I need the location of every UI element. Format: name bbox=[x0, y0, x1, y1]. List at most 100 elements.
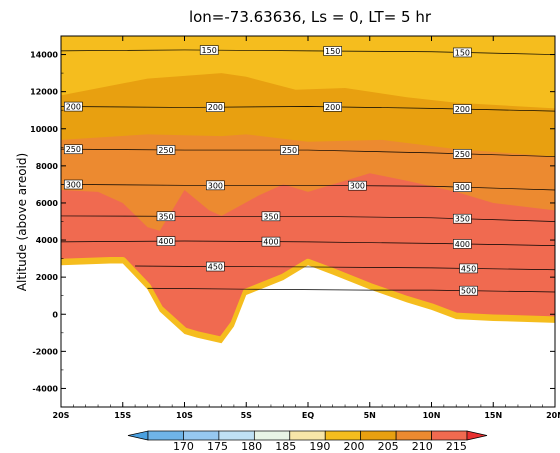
contour-line-250 bbox=[61, 148, 555, 157]
chart-title: lon=-73.63636, Ls = 0, LT= 5 hr bbox=[189, 8, 432, 26]
contour-label-box bbox=[206, 180, 225, 191]
contour-label-text: 250 bbox=[158, 146, 173, 155]
colorbar-bin bbox=[183, 430, 220, 441]
contour-label-400-0: 400 bbox=[156, 236, 176, 246]
contour-label-box bbox=[64, 179, 83, 190]
contour-label-box bbox=[453, 239, 472, 249]
contour-label-text: 350 bbox=[158, 212, 173, 221]
y-tick-label: 12000 bbox=[30, 88, 58, 97]
contour-label-box bbox=[453, 104, 472, 114]
contour-label-box bbox=[459, 285, 478, 296]
contour-label-text: 350 bbox=[455, 215, 470, 224]
contour-label-text: 500 bbox=[461, 287, 476, 296]
contour-label-300-0: 300 bbox=[64, 179, 83, 190]
contour-label-250-0: 250 bbox=[64, 144, 83, 154]
contour-label-box bbox=[206, 261, 225, 272]
contour-label-350-1: 350 bbox=[261, 211, 281, 222]
colorbar-label: 215 bbox=[446, 440, 467, 453]
contour-label-box bbox=[64, 101, 83, 112]
colorbar-bin bbox=[218, 430, 255, 441]
contour-label-text: 400 bbox=[158, 237, 173, 246]
contour-label-text: 200 bbox=[208, 103, 223, 112]
contour-label-300-2: 300 bbox=[348, 180, 367, 191]
contour-label-text: 300 bbox=[208, 181, 223, 190]
contour-label-150-0: 150 bbox=[199, 45, 219, 55]
terrain-mask bbox=[61, 256, 555, 407]
contour-label-200-0: 200 bbox=[64, 101, 83, 112]
y-tick-label: 0 bbox=[52, 310, 58, 319]
contour-label-400-2: 400 bbox=[453, 239, 472, 249]
y-tick-label: -2000 bbox=[32, 347, 58, 356]
contour-label-text: 250 bbox=[282, 146, 297, 155]
colorbar-bin bbox=[360, 430, 397, 441]
contour-label-box bbox=[459, 263, 478, 274]
contour-line-200 bbox=[61, 106, 555, 112]
colorbar-bin bbox=[253, 430, 291, 441]
x-tick-label: 5S bbox=[241, 411, 253, 420]
colorbar-bin bbox=[147, 430, 184, 441]
contour-label-box bbox=[156, 236, 176, 246]
terrain-surface bbox=[61, 263, 555, 407]
colorbar-high-arrow bbox=[466, 430, 488, 441]
colorbar-bin bbox=[395, 430, 432, 441]
contour-label-box bbox=[323, 102, 343, 112]
y-axis-label: Altitude (above areoid) bbox=[15, 153, 29, 291]
contour-label-box bbox=[156, 145, 176, 155]
contour-label-text: 150 bbox=[202, 46, 217, 55]
colorbar-label: 180 bbox=[241, 440, 262, 453]
contour-label-text: 300 bbox=[66, 180, 81, 189]
contour-line-150 bbox=[61, 49, 555, 55]
contour-label-250-3: 250 bbox=[453, 148, 472, 159]
x-tick-label: 20S bbox=[53, 411, 70, 420]
colorbar-label: 190 bbox=[309, 440, 330, 453]
contour-label-text: 150 bbox=[325, 47, 340, 56]
terrain-fringe bbox=[61, 256, 555, 344]
y-tick-label: 14000 bbox=[30, 51, 58, 60]
contour-label-150-2: 150 bbox=[453, 47, 472, 58]
contour-label-box bbox=[280, 145, 299, 155]
colorbar-label: 210 bbox=[412, 440, 433, 453]
colorbar-label: 200 bbox=[344, 440, 365, 453]
colorbar-label: 170 bbox=[173, 440, 194, 453]
contour-label-200-2: 200 bbox=[323, 102, 343, 112]
y-axis: -4000 -2000 0 2000 4000 6000 8000 10000 12000 140… bbox=[30, 35, 555, 408]
contour-label-box bbox=[206, 102, 225, 112]
contour-line-400 bbox=[61, 240, 555, 246]
x-tick-label: 15N bbox=[484, 411, 502, 420]
colorbar-low-arrow bbox=[127, 430, 149, 441]
contour-label-box bbox=[453, 148, 472, 159]
contour-label-350-2: 350 bbox=[453, 213, 472, 224]
contour-label-box bbox=[453, 213, 472, 224]
contour-label-box bbox=[348, 180, 367, 191]
contour-label-250-2: 250 bbox=[280, 145, 299, 155]
contour-label-box bbox=[261, 211, 281, 222]
contour-label-box bbox=[453, 47, 472, 58]
contour-label-300-1: 300 bbox=[206, 180, 225, 191]
y-tick-label: 4000 bbox=[36, 236, 59, 245]
colorbar-bin bbox=[324, 430, 362, 441]
contour-label-text: 300 bbox=[350, 182, 365, 191]
contour-label-400-1: 400 bbox=[261, 236, 281, 247]
colorbar-bin bbox=[431, 430, 468, 441]
x-tick-label: 5N bbox=[364, 411, 376, 420]
contour-label-text: 150 bbox=[455, 48, 470, 57]
y-tick-label: 8000 bbox=[36, 162, 59, 171]
contour-label-text: 400 bbox=[455, 240, 470, 249]
colorbar-label: 185 bbox=[275, 440, 296, 453]
contour-label-200-1: 200 bbox=[206, 102, 225, 112]
contour-label-500-0: 500 bbox=[459, 285, 478, 296]
contour-label-text: 450 bbox=[461, 264, 476, 273]
colorbar-label: 205 bbox=[378, 440, 399, 453]
y-tick-label: -4000 bbox=[32, 384, 58, 393]
contour-label-text: 400 bbox=[263, 238, 278, 247]
contour-line-300 bbox=[61, 184, 555, 191]
contour-label-text: 350 bbox=[263, 212, 278, 221]
contour-label-box bbox=[453, 182, 472, 192]
contour-labels: 150 150 150 200 200 200 200 250 250 250 250 300 300 3… bbox=[64, 45, 478, 296]
colorbar-label: 175 bbox=[207, 440, 228, 453]
contour-label-text: 200 bbox=[66, 103, 81, 112]
contour-label-150-1: 150 bbox=[323, 46, 343, 56]
y-tick-label: 2000 bbox=[36, 273, 59, 282]
contour-label-text: 250 bbox=[66, 145, 81, 154]
